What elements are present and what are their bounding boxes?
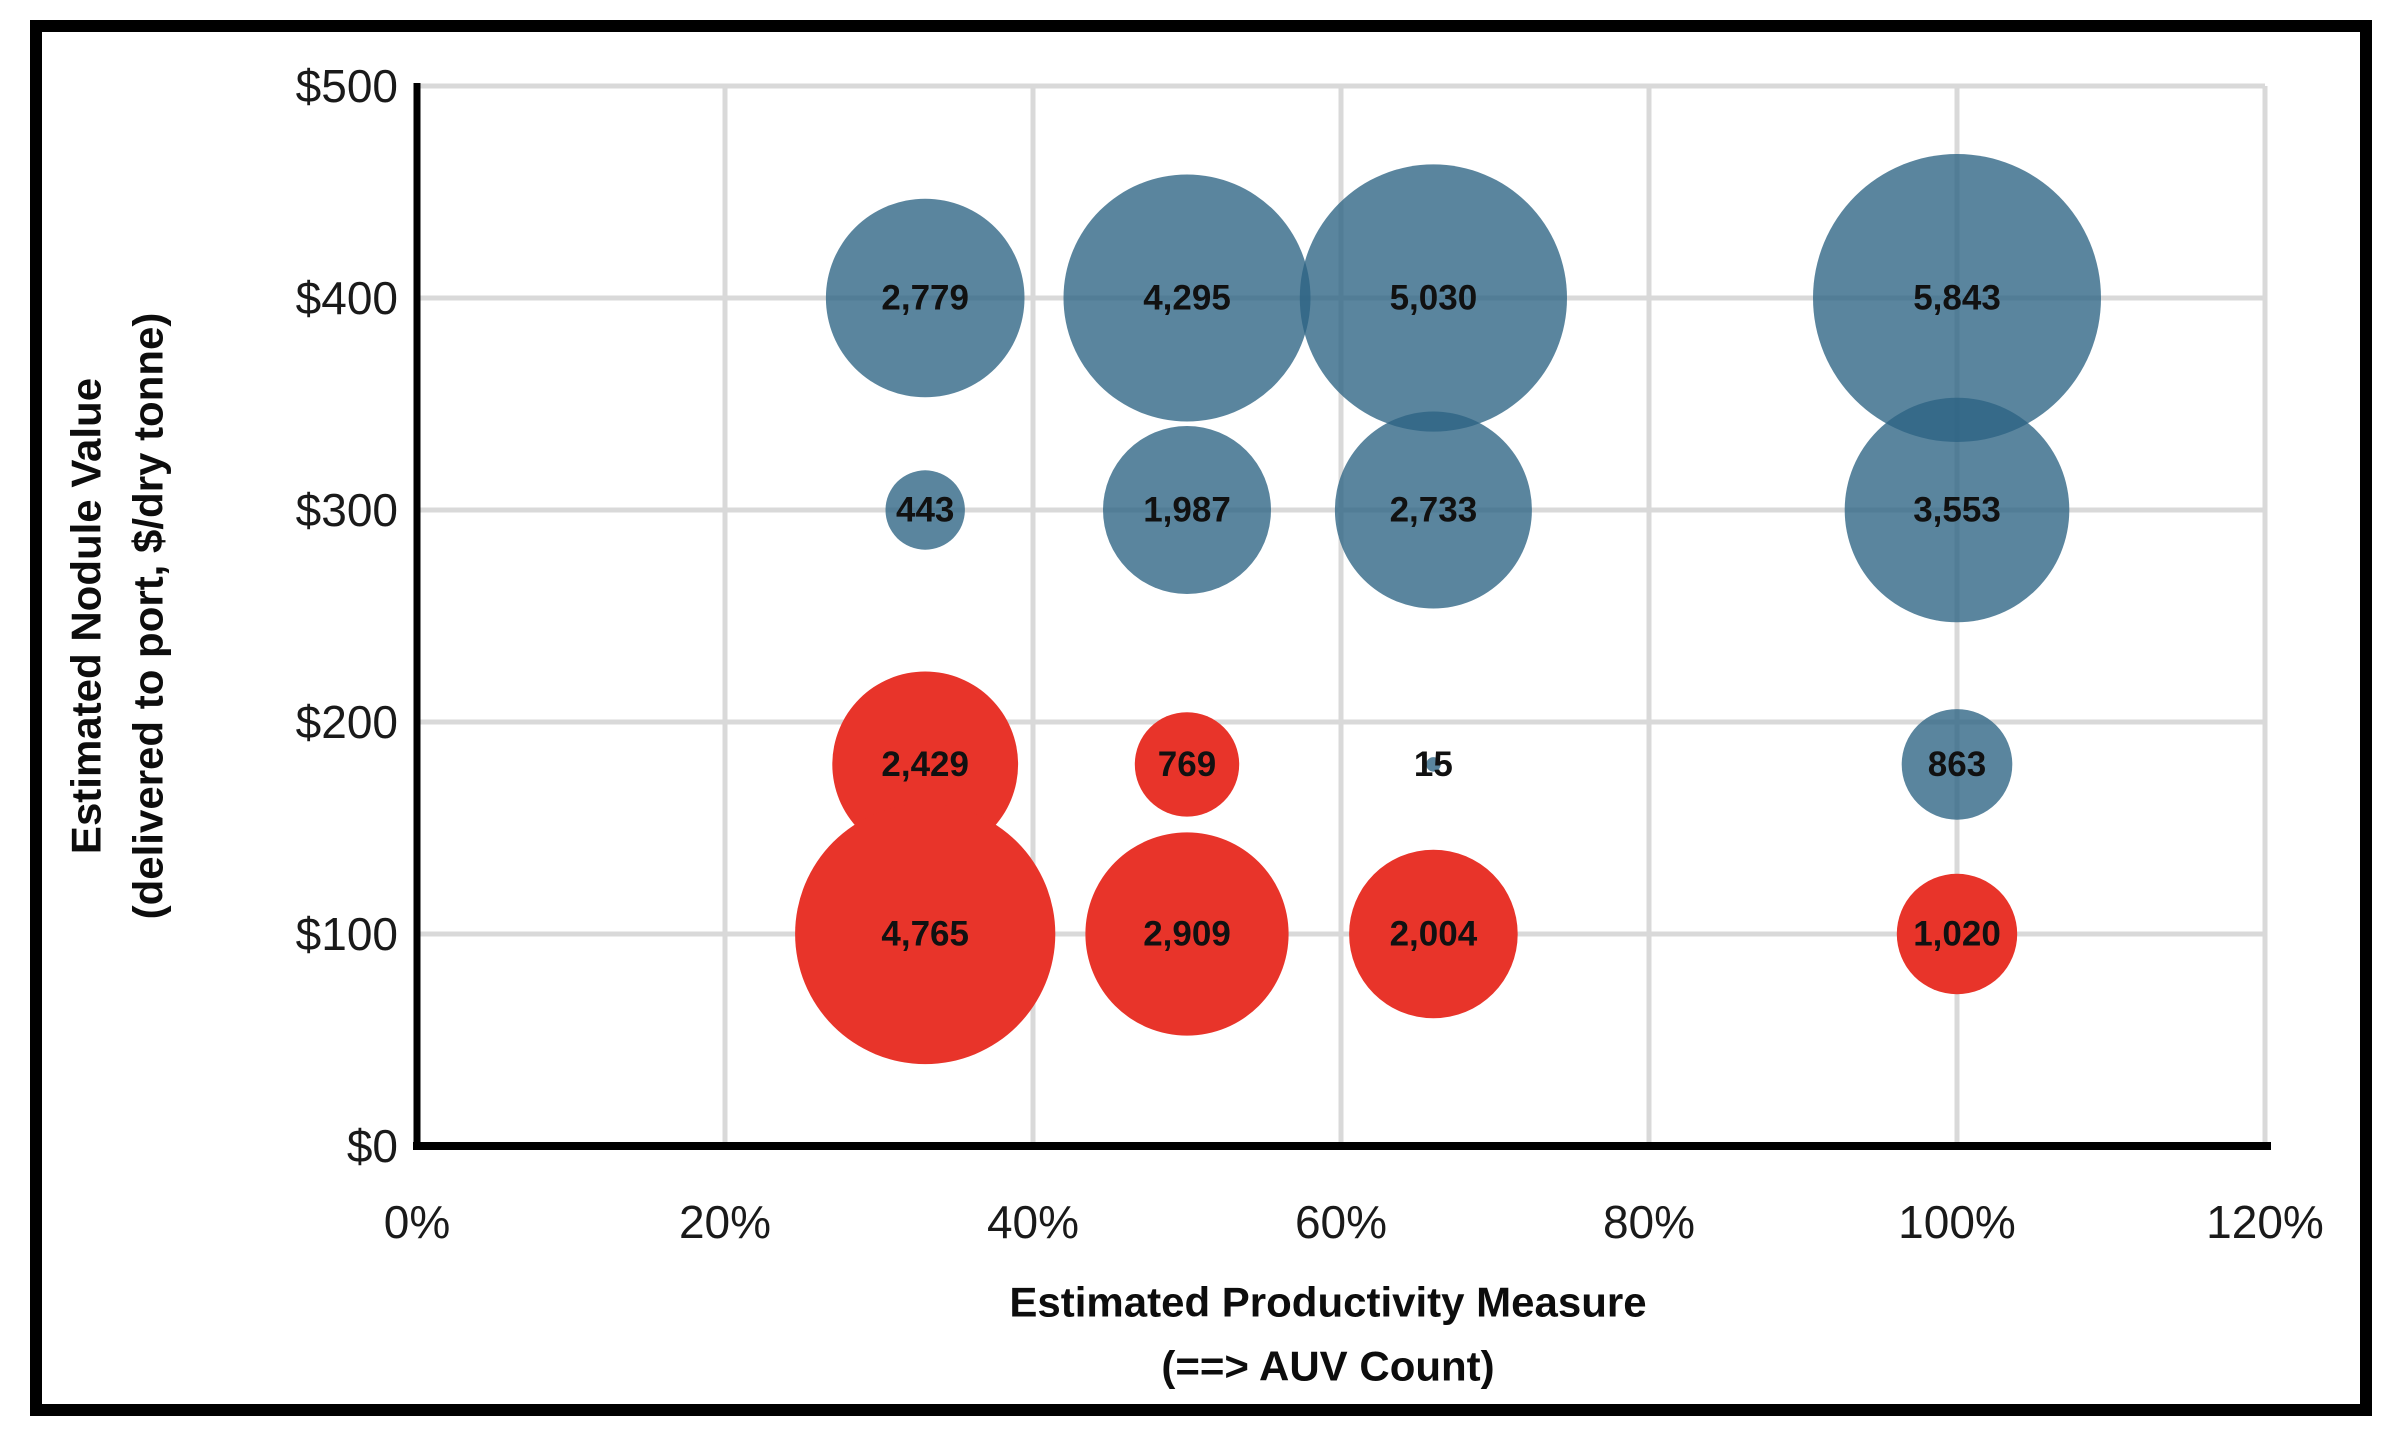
- y-axis-title-line2: (delivered to port, $/dry tonne): [125, 313, 172, 920]
- bubble-labels: 2,779 4,295 5,030 5,843 443 1,987 2,733 3,553 15…: [881, 279, 2000, 954]
- bubble-blue-series: [885, 470, 965, 550]
- bubble-data-label: 2,909: [1143, 915, 1231, 954]
- x-tick-labels: 0% 20% 40% 60% 80% 100% 120%: [384, 1196, 2324, 1248]
- bubble-data-label: 5,843: [1913, 279, 2001, 318]
- bubble-red-series: [1134, 712, 1240, 817]
- bubble-data-label: 863: [1928, 745, 1986, 784]
- bubble-blue-series: [1063, 174, 1311, 422]
- x-axis-title-line2: (==> AUV Count): [1161, 1343, 1494, 1390]
- bubbles: [795, 154, 2101, 1065]
- bubble-data-label: 3,553: [1913, 491, 2001, 530]
- bubble-data-label: 2,733: [1390, 491, 1478, 530]
- bubble-data-label: 5,030: [1390, 279, 1478, 318]
- bubble-data-label: 2,779: [881, 279, 969, 318]
- bubble-blue-series: [1299, 164, 1567, 432]
- chart-outer-frame: [30, 20, 2372, 1416]
- x-tick-label: 20%: [679, 1196, 771, 1248]
- x-tick-label: 40%: [987, 1196, 1079, 1248]
- bubble-red-series: [795, 803, 1056, 1065]
- bubble-data-label: 2,429: [881, 745, 969, 784]
- bubble-data-label: 4,295: [1143, 279, 1231, 318]
- bubble-blue-series: [1426, 757, 1441, 772]
- y-tick-label: $400: [296, 272, 398, 324]
- x-tick-label: 100%: [1898, 1196, 2016, 1248]
- y-tick-labels: $0 $100 $200 $300 $400 $500: [296, 60, 398, 1172]
- bubble-blue-series: [1901, 709, 2013, 820]
- bubble-data-label: 4,765: [881, 915, 969, 954]
- x-axis-title-line1: Estimated Productivity Measure: [1009, 1279, 1646, 1326]
- axis-lines: [413, 83, 2271, 1150]
- bubble-red-series: [832, 671, 1019, 858]
- x-tick-label: 60%: [1295, 1196, 1387, 1248]
- bubble-red-series: [1896, 873, 2018, 995]
- bubble-blue-series: [1813, 154, 2101, 442]
- bubble-blue-series: [1844, 397, 2070, 623]
- bubble-data-label: 15: [1414, 745, 1453, 784]
- bubble-data-label: 1,020: [1913, 915, 2001, 954]
- bubble-data-label: 2,004: [1390, 915, 1478, 954]
- bubble-red-series: [1085, 832, 1289, 1036]
- y-tick-label: $0: [347, 1120, 398, 1172]
- x-tick-label: 0%: [384, 1196, 450, 1248]
- bubble-data-label: 443: [896, 491, 954, 530]
- bubble-blue-series: [1334, 411, 1532, 609]
- y-tick-label: $100: [296, 908, 398, 960]
- y-tick-label: $200: [296, 696, 398, 748]
- x-tick-label: 120%: [2206, 1196, 2324, 1248]
- x-tick-label: 80%: [1603, 1196, 1695, 1248]
- bubble-red-series: [1349, 849, 1518, 1019]
- bubble-data-label: 1,987: [1143, 491, 1231, 530]
- bubble-blue-series: [825, 198, 1025, 398]
- bubble-blue-series: [1103, 426, 1271, 594]
- y-axis-title-line1: Estimated Nodule Value: [63, 378, 110, 854]
- y-tick-label: $300: [296, 484, 398, 536]
- y-tick-label: $500: [296, 60, 398, 112]
- bubble-data-label: 769: [1158, 745, 1216, 784]
